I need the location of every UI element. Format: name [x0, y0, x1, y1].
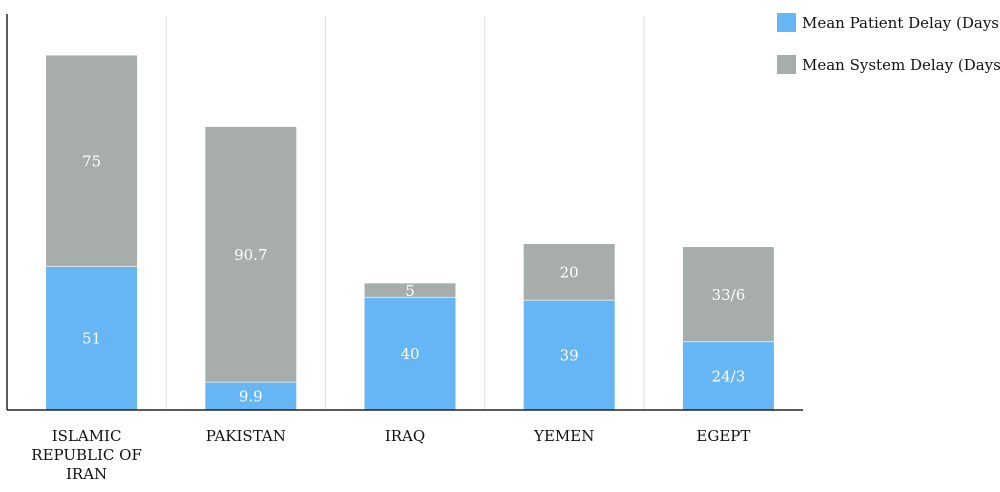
bar-segment: [205, 126, 297, 383]
legend-label: Mean Patient Delay (Days): [802, 14, 1000, 32]
bar-segment: [46, 266, 138, 410]
x-tick-label: IRAQ: [385, 427, 425, 445]
bar-data-label: 51: [82, 330, 101, 348]
bar-data-label: 39: [560, 347, 579, 365]
bar-segment: [205, 382, 297, 410]
bar-data-label: 40: [400, 345, 419, 363]
bar-data-label: 75: [82, 152, 101, 170]
x-tick-label: ISLAMIC: [52, 427, 122, 445]
bar-segment: [523, 243, 615, 301]
bar-data-label: 9.9: [239, 388, 263, 406]
bar-segment: [364, 283, 456, 298]
x-tick-label: YEMEN: [533, 427, 594, 445]
bar-segment: [523, 300, 615, 410]
bar-data-label: 90.7: [234, 246, 267, 264]
bar-segment: [364, 297, 456, 410]
bar-data-label: 33/6: [712, 286, 746, 304]
x-tick-label: REPUBLIC OF: [31, 446, 142, 464]
x-tick-label: EGEPT: [696, 427, 750, 445]
bar-data-label: 24/3: [712, 367, 746, 385]
bar-segment: [682, 341, 774, 410]
x-tick-label: PAKISTAN: [206, 427, 286, 445]
legend-label: Mean System Delay (Days): [802, 56, 1000, 74]
x-tick-label: IRAN: [66, 465, 107, 483]
legend-swatch: [777, 55, 796, 74]
bar-data-label: 20: [560, 264, 579, 282]
legend-swatch: [777, 13, 796, 32]
bar-segment: [46, 55, 138, 267]
bar-data-label: 5: [405, 282, 415, 300]
bar-segment: [682, 247, 774, 342]
